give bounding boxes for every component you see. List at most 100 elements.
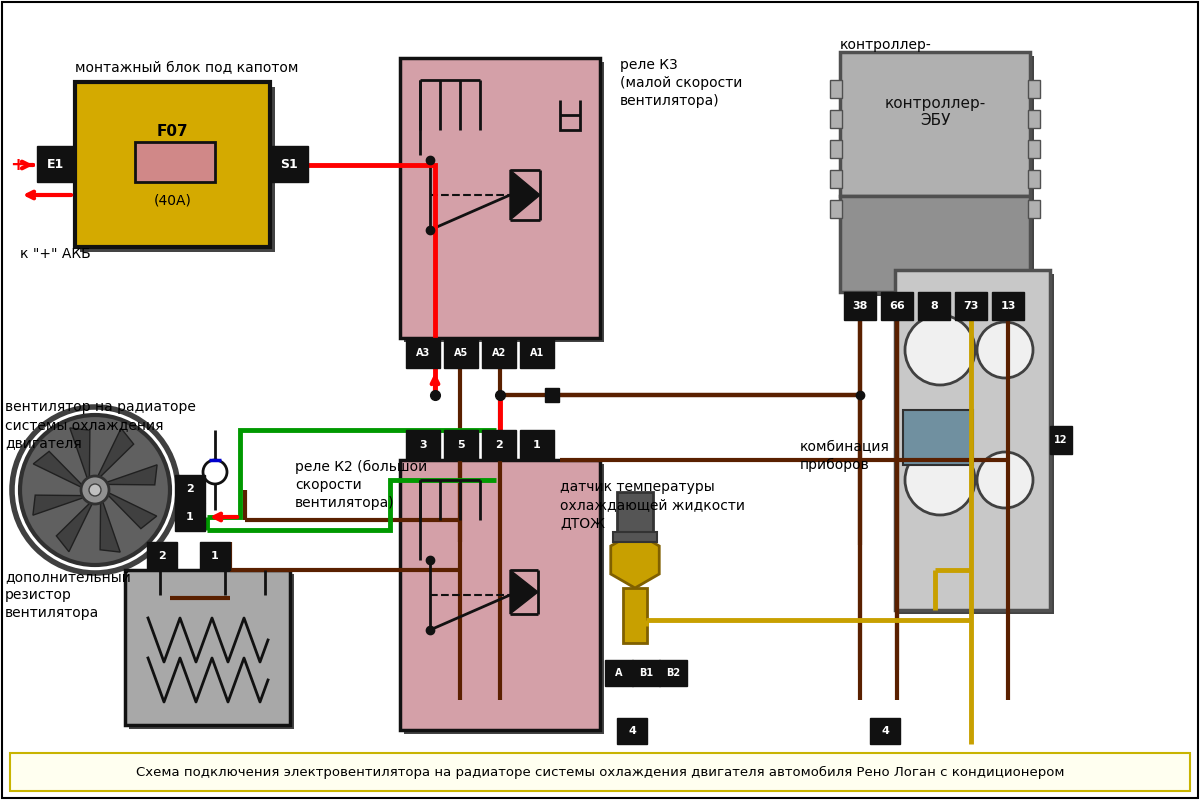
Bar: [904, 410, 973, 465]
Text: A5: A5: [454, 348, 468, 358]
Text: 2: 2: [158, 551, 166, 561]
Bar: [400, 58, 600, 338]
Text: вентилятора): вентилятора): [295, 496, 395, 510]
Bar: [404, 62, 604, 342]
Text: (малой скорости: (малой скорости: [620, 76, 743, 90]
Bar: [444, 430, 478, 460]
Bar: [520, 430, 554, 460]
Bar: [992, 292, 1024, 320]
Text: 2: 2: [496, 440, 503, 450]
Text: 13: 13: [1001, 301, 1015, 311]
Circle shape: [905, 445, 974, 515]
Text: резистор: резистор: [5, 588, 72, 602]
Polygon shape: [510, 170, 540, 220]
Bar: [632, 660, 660, 686]
Polygon shape: [70, 428, 90, 484]
Text: реле К2 (большой: реле К2 (большой: [295, 460, 427, 474]
Bar: [1028, 140, 1040, 158]
Bar: [659, 660, 686, 686]
Text: 73: 73: [964, 301, 979, 311]
Bar: [520, 338, 554, 368]
Bar: [881, 292, 913, 320]
Bar: [270, 146, 308, 182]
Text: контроллер-
ЭБУ: контроллер- ЭБУ: [884, 96, 985, 128]
Circle shape: [82, 476, 109, 504]
Circle shape: [905, 315, 974, 385]
Circle shape: [89, 484, 101, 496]
Bar: [613, 532, 658, 542]
Bar: [918, 292, 950, 320]
Bar: [623, 588, 647, 643]
Polygon shape: [100, 496, 120, 552]
Text: (40A): (40A): [154, 193, 192, 207]
Text: 66: 66: [889, 301, 905, 311]
Bar: [406, 338, 440, 368]
Bar: [482, 430, 516, 460]
Bar: [406, 430, 440, 460]
Bar: [482, 338, 516, 368]
Text: 5: 5: [457, 440, 464, 450]
Bar: [605, 660, 634, 686]
Bar: [617, 492, 653, 532]
Polygon shape: [611, 532, 659, 588]
Polygon shape: [101, 465, 157, 485]
Bar: [844, 56, 1034, 296]
Bar: [830, 170, 842, 188]
Text: B2: B2: [666, 668, 680, 678]
Text: S1: S1: [280, 158, 298, 170]
Text: A2: A2: [492, 348, 506, 358]
Circle shape: [203, 460, 227, 484]
Bar: [617, 718, 647, 744]
Bar: [830, 140, 842, 158]
Text: охлаждающей жидкости: охлаждающей жидкости: [560, 498, 745, 512]
Text: вентилятор на радиаторе: вентилятор на радиаторе: [5, 400, 196, 414]
Text: системы охлаждения: системы охлаждения: [5, 418, 163, 432]
Bar: [830, 80, 842, 98]
Bar: [895, 270, 1050, 610]
Text: 8: 8: [930, 301, 938, 311]
Text: комбинация: комбинация: [800, 440, 890, 454]
Bar: [1028, 80, 1040, 98]
Text: 1: 1: [533, 440, 541, 450]
Bar: [1028, 110, 1040, 128]
Text: датчик температуры: датчик температуры: [560, 480, 715, 494]
Text: 12: 12: [1055, 435, 1068, 445]
Bar: [955, 292, 986, 320]
Bar: [830, 200, 842, 218]
Polygon shape: [34, 451, 88, 490]
Bar: [1028, 200, 1040, 218]
Text: 2: 2: [186, 484, 194, 494]
Text: 4: 4: [628, 726, 636, 736]
Bar: [10, 753, 1190, 791]
Text: F07: F07: [157, 125, 188, 139]
Text: контроллер-: контроллер-: [840, 38, 931, 52]
Bar: [870, 718, 900, 744]
Bar: [400, 460, 600, 730]
Text: A: A: [616, 668, 623, 678]
Bar: [840, 52, 1030, 196]
Polygon shape: [510, 570, 538, 614]
Polygon shape: [56, 498, 95, 552]
Text: приборов: приборов: [800, 458, 870, 472]
Bar: [844, 292, 876, 320]
Text: монтажный блок под капотом: монтажный блок под капотом: [74, 61, 299, 75]
Text: вентилятора: вентилятора: [5, 606, 100, 620]
Bar: [130, 574, 294, 729]
Text: A3: A3: [416, 348, 430, 358]
Bar: [80, 87, 275, 252]
Text: +: +: [11, 156, 25, 174]
Bar: [840, 196, 1030, 292]
Text: скорости: скорости: [295, 478, 361, 492]
Circle shape: [977, 452, 1033, 508]
Text: 38: 38: [852, 301, 868, 311]
Text: реле К3: реле К3: [620, 58, 678, 72]
Circle shape: [20, 415, 170, 565]
Bar: [125, 570, 290, 725]
Bar: [175, 475, 205, 503]
Bar: [899, 274, 1054, 614]
Bar: [134, 142, 215, 182]
Bar: [175, 503, 205, 531]
Text: дополнительный: дополнительный: [5, 570, 131, 584]
Bar: [37, 146, 74, 182]
Text: ДТОЖ: ДТОЖ: [560, 516, 605, 530]
